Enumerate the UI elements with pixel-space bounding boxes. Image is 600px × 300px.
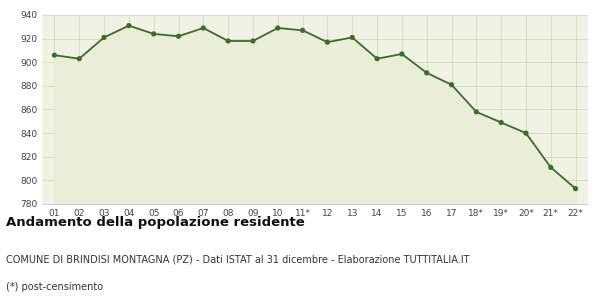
Point (422, 70, 431, 75)
Point (223, 39, 233, 44)
Point (50, 53, 59, 58)
Point (496, 120, 506, 125)
Text: Andamento della popolazione residente: Andamento della popolazione residente (6, 216, 305, 229)
Point (397, 52, 407, 56)
Point (149, 32, 158, 36)
Point (298, 28, 307, 33)
Text: (*) post-censimento: (*) post-censimento (6, 282, 103, 292)
Point (546, 165, 556, 170)
Point (74, 56, 84, 61)
Point (521, 131, 531, 136)
Point (447, 82, 457, 87)
Point (472, 110, 481, 114)
Point (248, 39, 258, 44)
Text: COMUNE DI BRINDISI MONTAGNA (PZ) - Dati ISTAT al 31 dicembre - Elaborazione TUTT: COMUNE DI BRINDISI MONTAGNA (PZ) - Dati … (6, 255, 470, 265)
Point (199, 26, 208, 30)
Point (124, 23, 134, 28)
Point (347, 35, 357, 40)
Point (273, 26, 283, 30)
Point (323, 40, 332, 45)
Point (372, 56, 382, 61)
Point (99, 35, 109, 40)
Point (571, 186, 580, 191)
Point (174, 34, 184, 39)
